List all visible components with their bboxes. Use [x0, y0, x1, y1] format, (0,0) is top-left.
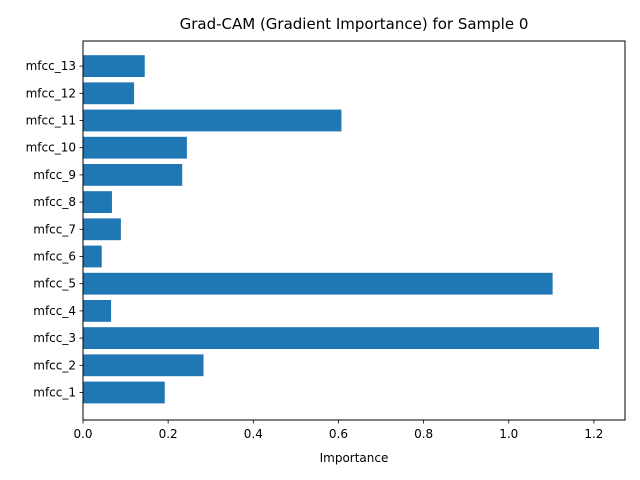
y-tick-label: mfcc_3 — [33, 331, 76, 345]
y-axis-ticks: mfcc_1 mfcc_2 mfcc_3 mfcc_4 mfcc_5 mfcc_6 mfcc… — [26, 59, 83, 400]
y-tick-label: mfcc_13 — [26, 59, 76, 73]
x-tick-label: 1.2 — [584, 427, 603, 441]
y-tick-label: mfcc_4 — [33, 304, 76, 318]
y-tick-label: mfcc_6 — [33, 250, 76, 264]
bar-mfcc_8 — [83, 191, 112, 213]
y-tick-label: mfcc_12 — [26, 86, 76, 100]
y-tick-label: mfcc_5 — [33, 277, 76, 291]
x-tick-label: 0.0 — [73, 427, 92, 441]
y-tick-label: mfcc_2 — [33, 358, 76, 372]
y-tick-label: mfcc_8 — [33, 195, 76, 209]
bar-mfcc_4 — [83, 300, 112, 322]
bar-mfcc_2 — [83, 354, 204, 377]
x-tick-label: 1.0 — [499, 427, 518, 441]
y-tick-label: mfcc_11 — [26, 114, 76, 128]
chart-title: Grad-CAM (Gradient Importance) for Sampl… — [180, 15, 529, 33]
y-tick-label: mfcc_10 — [26, 141, 76, 155]
x-tick-label: 0.6 — [329, 427, 348, 441]
bars-group — [83, 55, 600, 404]
y-tick-label: mfcc_9 — [33, 168, 76, 182]
bar-mfcc_11 — [83, 109, 342, 132]
bar-mfcc_13 — [83, 55, 145, 77]
bar-mfcc_9 — [83, 164, 183, 186]
bar-mfcc_12 — [83, 82, 135, 105]
x-tick-label: 0.4 — [244, 427, 263, 441]
bar-mfcc_1 — [83, 381, 165, 404]
x-axis-ticks: 0.0 0.2 0.4 0.6 0.8 1.0 1.2 — [73, 420, 603, 441]
x-tick-label: 0.8 — [414, 427, 433, 441]
y-tick-label: mfcc_1 — [33, 386, 76, 400]
bar-mfcc_10 — [83, 136, 187, 159]
x-axis-label: Importance — [320, 451, 389, 465]
bar-mfcc_6 — [83, 245, 102, 268]
y-tick-label: mfcc_7 — [33, 222, 76, 236]
bar-mfcc_5 — [83, 272, 553, 295]
x-tick-label: 0.2 — [159, 427, 178, 441]
bar-mfcc_3 — [83, 327, 600, 349]
plot-frame — [82, 40, 626, 421]
bar-mfcc_7 — [83, 218, 121, 241]
